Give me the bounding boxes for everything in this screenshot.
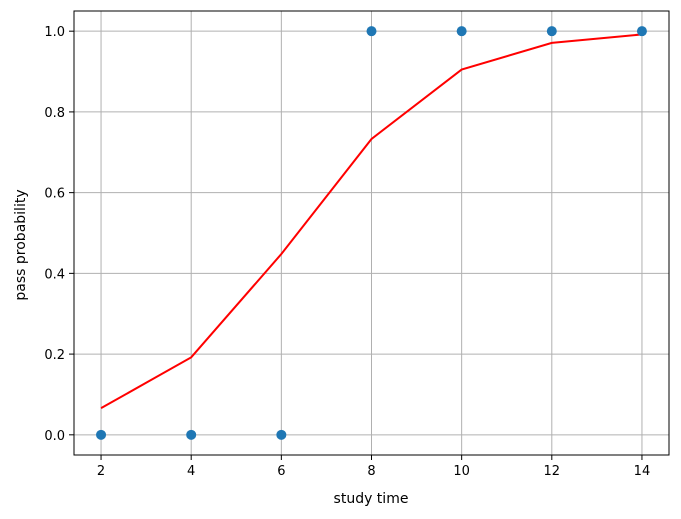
y-tick-label: 1.0	[44, 25, 65, 40]
x-tick-label: 14	[634, 464, 651, 479]
x-tick-label: 12	[544, 464, 561, 479]
y-axis: 0.0 0.2 0.4 0.6 0.8 1.0	[44, 25, 74, 444]
y-tick-label: 0.6	[44, 187, 65, 202]
x-axis: 2 4 6 8 10 12 14	[97, 455, 650, 479]
y-tick-label: 0.4	[44, 267, 65, 282]
scatter-point	[456, 26, 467, 37]
scatter-point	[636, 26, 647, 37]
x-tick-label: 4	[187, 464, 195, 479]
x-tick-label: 10	[453, 464, 470, 479]
y-tick-label: 0.0	[44, 429, 65, 444]
y-axis-label: pass probability	[13, 189, 29, 300]
fitted-curve-line	[100, 33, 643, 410]
scatter-point	[96, 429, 107, 440]
scatter-point	[186, 429, 197, 440]
x-tick-label: 6	[277, 464, 285, 479]
fitted-curve-series	[100, 33, 643, 410]
y-tick-label: 0.8	[44, 106, 65, 121]
x-tick-label: 8	[367, 464, 375, 479]
y-tick-label: 0.2	[44, 348, 65, 363]
scatter-point	[366, 26, 377, 37]
scatter-point	[276, 429, 287, 440]
observed-points-series	[96, 26, 647, 440]
x-tick-label: 2	[97, 464, 105, 479]
x-axis-label: study time	[334, 491, 409, 507]
scatter-point	[546, 26, 557, 37]
